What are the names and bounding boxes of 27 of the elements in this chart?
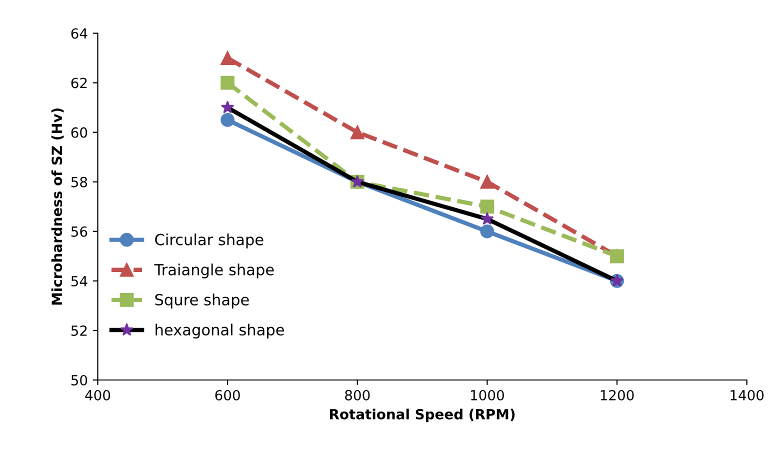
x-tick-label: 1400 [730,390,764,400]
y-tick-label: 60 [71,127,88,138]
y-tick-label: 62 [71,78,87,88]
y-tick-label: 54 [71,276,88,286]
x-tick-label: 1200 [600,390,634,400]
x-tick-label: 1000 [471,390,504,400]
y-tick-label: 58 [71,176,88,188]
point [480,174,494,189]
x-tick-label: 600 [215,390,240,400]
x-axis-title: Rotational Speed (RPM) [330,408,515,422]
point [480,224,494,238]
legend-label: Circular shape [155,234,264,248]
point [480,200,494,214]
legend-label: Squre shape [155,294,249,308]
y-tick-label: 52 [71,325,87,336]
x-tick-label: 800 [345,390,370,400]
point [220,112,235,127]
x-tick-label: 400 [85,390,110,400]
legend-label: hexagonal shape [156,324,284,339]
point [220,51,235,65]
point [220,76,235,90]
y-tick-label: 56 [71,226,88,237]
point [350,125,364,140]
y-tick-label: 64 [71,28,88,39]
y-axis-title: Microhardness of SZ (Hv) [51,108,64,305]
y-tick-label: 50 [71,374,88,386]
legend-label: Traiangle shape [154,264,274,278]
